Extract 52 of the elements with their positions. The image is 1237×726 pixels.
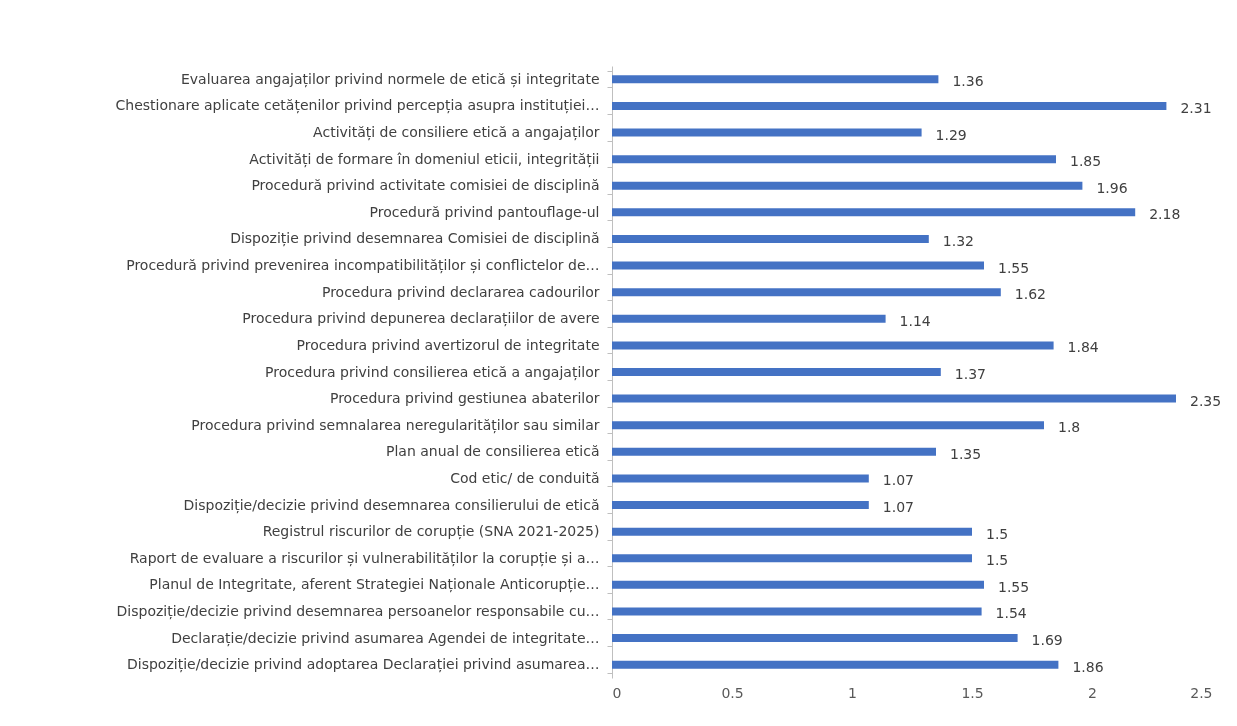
x-tick-label: 2 [1088, 684, 1097, 701]
data-label: 1.86 [1072, 658, 1104, 675]
y-tick-label: Procedură privind pantouflage-ul [369, 203, 600, 220]
y-tick-label: Dispoziție/decizie privind adoptarea Declarației privind asumarea… [127, 656, 600, 674]
x-tick-label: 1.5 [961, 684, 984, 701]
data-label: 2.31 [1180, 99, 1212, 116]
y-tick-label: Dispoziție/decizie privind desemnarea persoanelor responsabile cu… [116, 602, 600, 620]
y-tick-label: Chestionare aplicate cetățenilor privind percepția asupra instituției… [115, 97, 600, 115]
data-label: 1.85 [1070, 153, 1102, 170]
data-label: 1.35 [950, 445, 982, 462]
y-tick-label: Procedura privind consilierea etică a angajaților [264, 363, 600, 381]
y-tick-label: Dispoziție privind desemnarea Comisiei de disciplină [230, 230, 600, 248]
data-label: 1.62 [1014, 286, 1046, 303]
y-tick-label: Registrul riscurilor de corupție (SNA 2021-2025) [262, 523, 600, 541]
y-tick-label: Raport de evaluare a riscurilor și vulnerabilităților la corupție și a… [129, 549, 600, 567]
data-label: 1.29 [935, 126, 967, 143]
data-label: 1.54 [995, 605, 1027, 622]
data-label: 1.96 [1096, 179, 1128, 196]
y-tick-label: Procedură privind prevenirea incompatibilităților și conflictelor de… [126, 257, 600, 275]
data-label: 1.69 [1031, 632, 1063, 649]
y-tick-label: Procedura privind semnalarea neregularităților sau similar [191, 416, 600, 434]
y-tick-label: Planul de Integritate, aferent Strategiei Naționale Anticorupție… [149, 576, 600, 594]
data-label: 2.35 [1190, 392, 1222, 409]
y-tick-label: Procedura privind gestiunea abaterilor [329, 390, 600, 407]
x-tick-label: 2.5 [1190, 684, 1213, 701]
y-tick-label: Procedură privind activitate comisiei de disciplină [251, 177, 600, 194]
y-tick-label: Activități de consiliere etică a angajaților [313, 124, 600, 142]
data-label: 2.18 [1149, 206, 1181, 223]
data-label: 1.14 [899, 312, 931, 329]
data-label: 1.55 [998, 259, 1030, 276]
x-tick-label: 0.5 [721, 684, 744, 701]
data-label: 1.8 [1058, 419, 1081, 436]
y-tick-label: Dispoziție/decizie privind desemnarea consilierului de etică [183, 496, 600, 514]
data-label: 1.07 [882, 499, 914, 516]
x-tick-label: 0 [612, 684, 622, 701]
y-tick-label: Activități de formare în domeniul eticii, integrității [249, 150, 600, 168]
y-tick-label: Procedura privind depunerea declarațiilor de avere [242, 310, 600, 328]
x-tick-label: 1 [848, 684, 857, 701]
data-label: 1.32 [942, 232, 974, 249]
data-label: 1.36 [952, 73, 984, 90]
data-label: 1.07 [882, 472, 914, 489]
data-label: 1.5 [986, 525, 1009, 542]
y-tick-label: Evaluarea angajaților privind normele de etică și integritate [180, 70, 600, 88]
data-label: 1.55 [998, 578, 1030, 595]
data-label: 1.5 [986, 552, 1009, 569]
y-tick-label: Declarație/decizie privind asumarea Agendei de integritate… [171, 629, 600, 647]
y-tick-label: Plan anual de consilierea etică [386, 443, 600, 460]
y-tick-label: Procedura privind declararea cadourilor [321, 283, 600, 300]
data-label: 1.37 [954, 366, 986, 382]
data-label: 1.84 [1067, 339, 1099, 356]
y-tick-label: Procedura privind avertizorul de integritate [296, 336, 600, 353]
y-tick-label: Cod etic/ de conduită [450, 469, 600, 486]
